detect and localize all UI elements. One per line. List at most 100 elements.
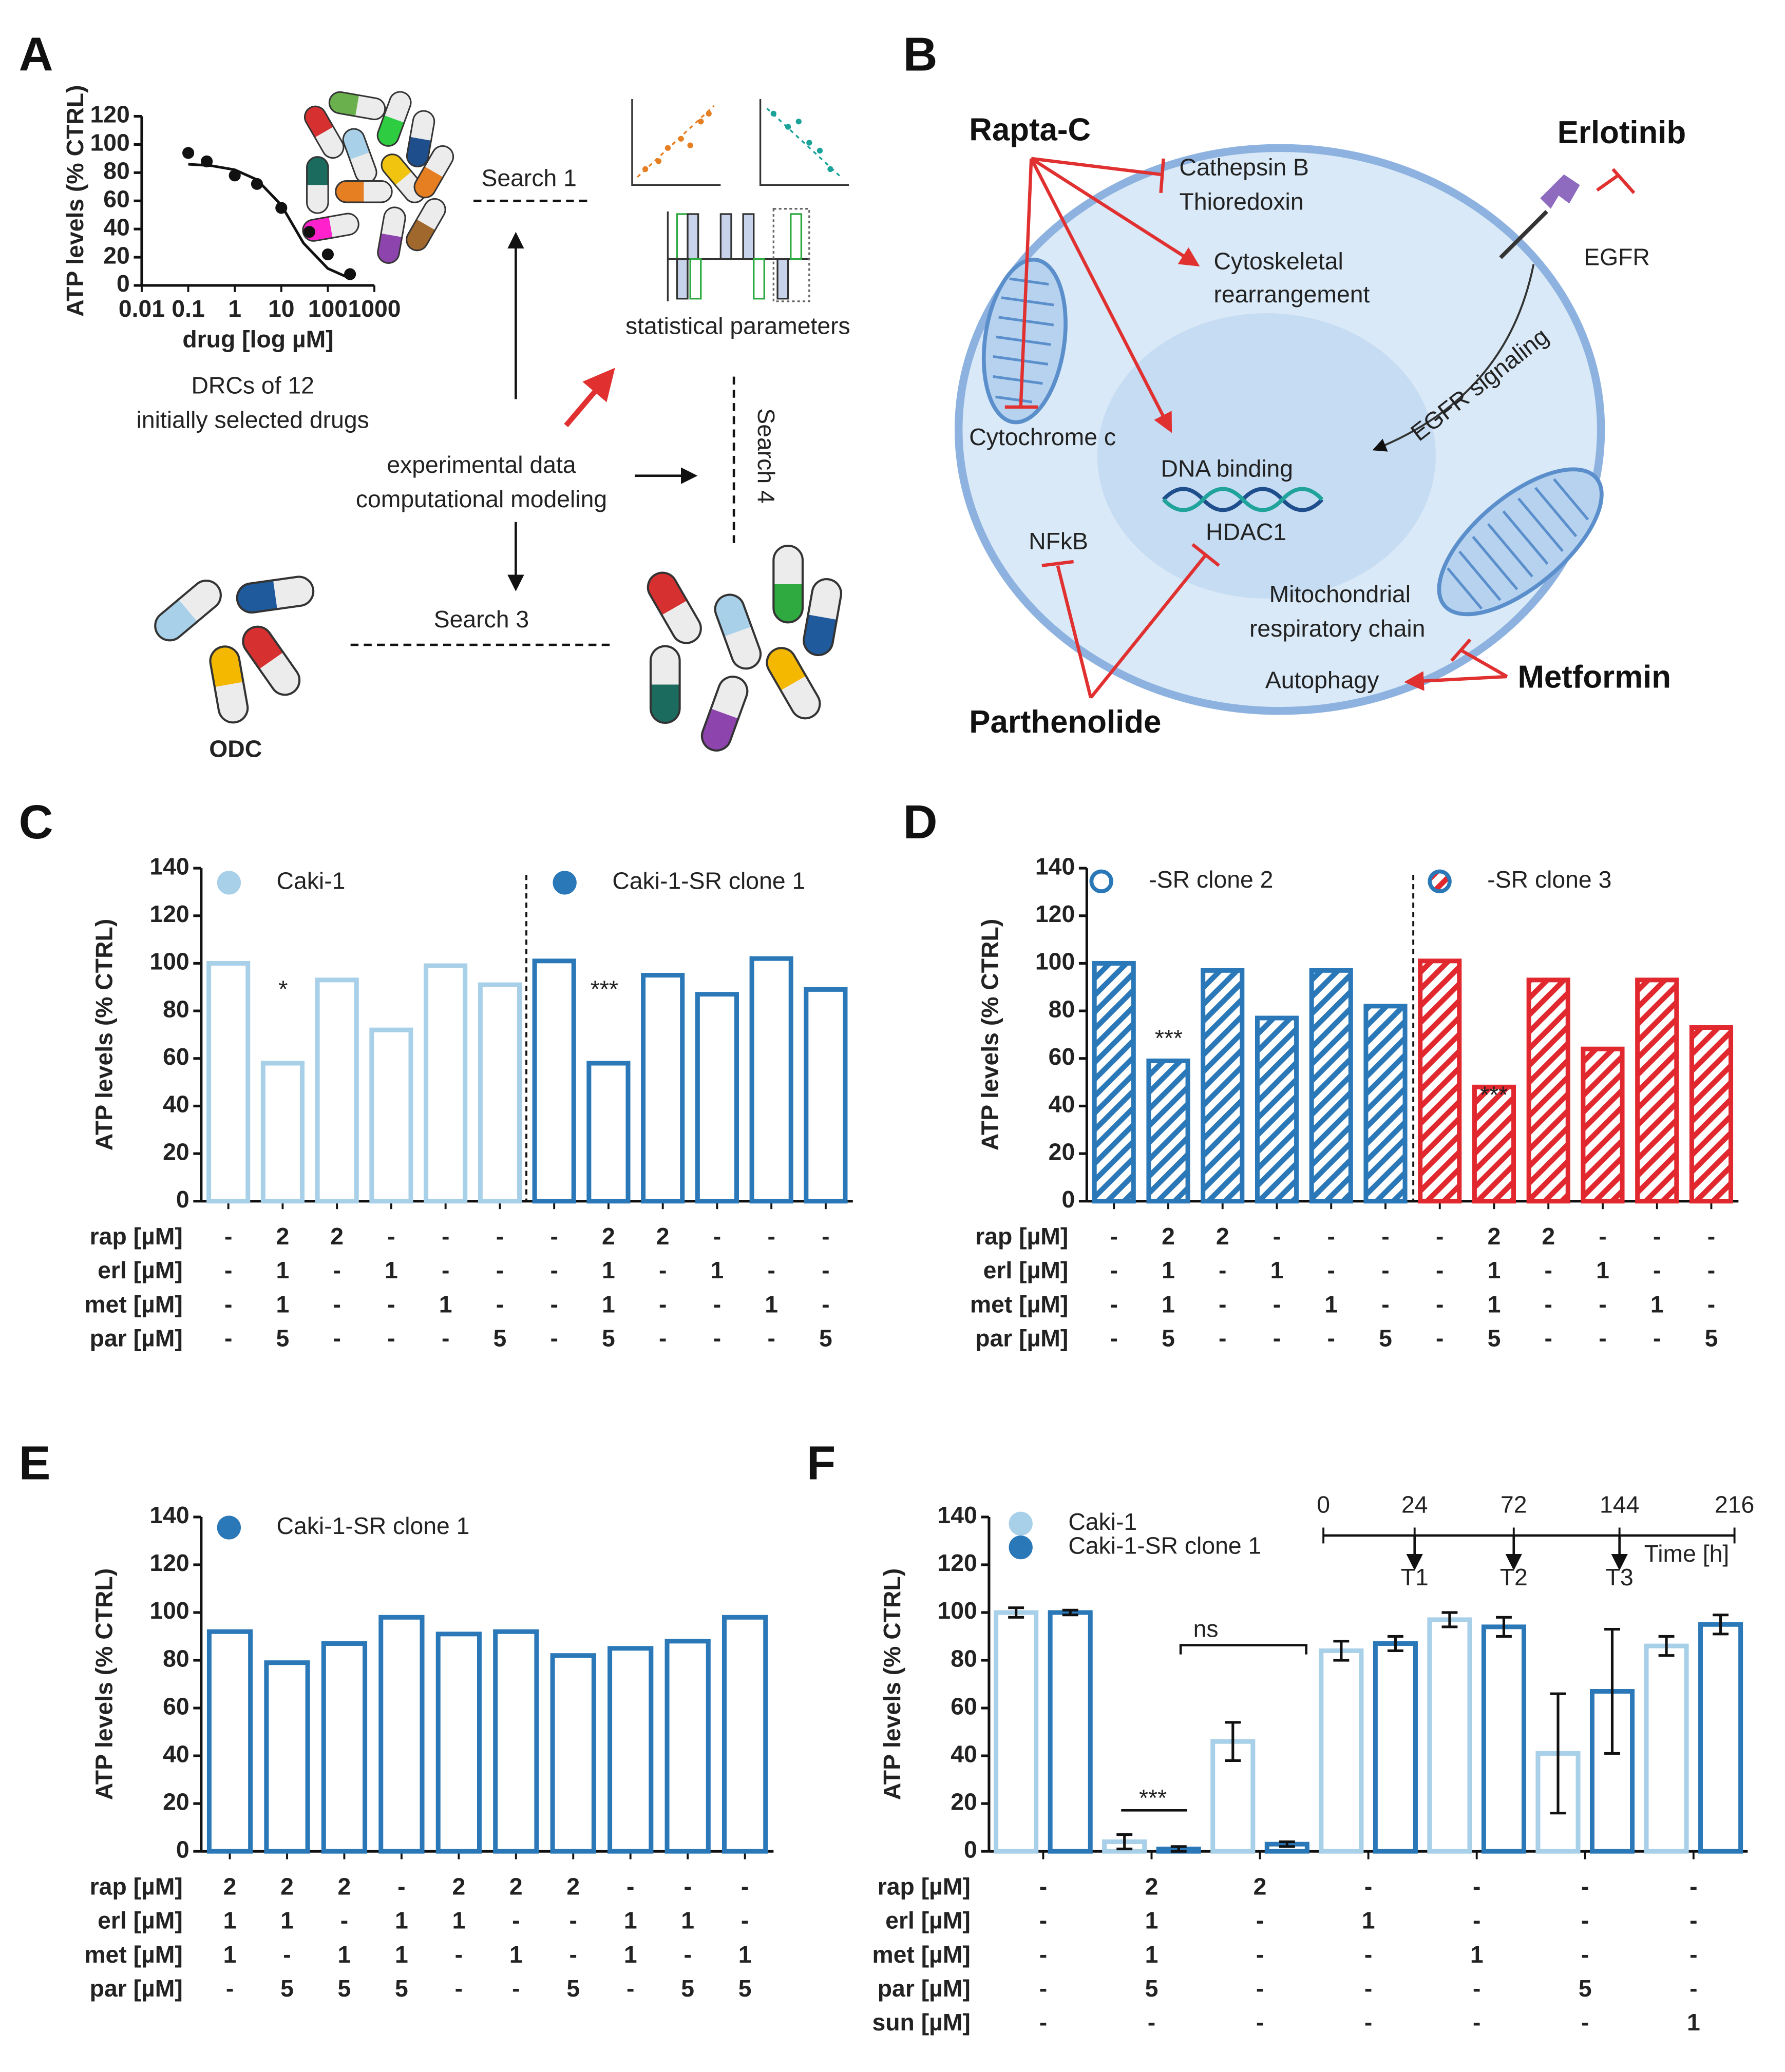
annotation: ***	[1155, 1025, 1183, 1051]
condition-label: rap [µM]	[90, 1223, 183, 1250]
condition-value: 1	[1650, 1291, 1664, 1317]
bar	[1689, 1025, 1734, 1204]
y-tick-label: 0	[1061, 1186, 1075, 1213]
label: Cytoskeletal	[1213, 247, 1343, 274]
label: ODC	[209, 735, 262, 762]
condition-value: -	[1364, 1873, 1372, 1900]
condition-value: 2	[338, 1873, 351, 1900]
bar	[1048, 1610, 1093, 1854]
condition-label: rap [µM]	[878, 1873, 971, 1900]
condition-value: -	[550, 1291, 558, 1317]
condition-value: 2	[223, 1873, 237, 1900]
bar	[206, 961, 251, 1204]
legend-marker	[217, 871, 241, 895]
condition-value: -	[1327, 1223, 1335, 1250]
condition-value: 2	[1162, 1223, 1175, 1250]
condition-value: 1	[1687, 2009, 1700, 2036]
condition-value: 5	[1379, 1325, 1392, 1352]
condition-value: 2	[330, 1223, 344, 1250]
condition-value: -	[1039, 1907, 1047, 1934]
bar	[1092, 961, 1136, 1204]
y-tick-label: 0	[176, 1836, 189, 1863]
label: Erlotinib	[1558, 115, 1686, 150]
y-tick-label: 120	[90, 101, 130, 128]
bar	[1427, 1617, 1472, 1854]
condition-label: erl [µM]	[983, 1257, 1069, 1283]
bar	[493, 1629, 539, 1854]
condition-value: -	[1110, 1223, 1118, 1250]
bar	[1255, 1015, 1299, 1204]
bar	[1309, 968, 1353, 1204]
condition-value: -	[550, 1223, 558, 1250]
timeline-label: 72	[1501, 1491, 1527, 1518]
error-bar	[1170, 1845, 1187, 1853]
condition-value: -	[1581, 1907, 1589, 1934]
y-tick-label: 140	[937, 1502, 977, 1528]
condition-value: -	[1473, 2009, 1480, 2036]
bar	[378, 1615, 425, 1854]
y-tick-label: 120	[149, 1549, 189, 1576]
condition-value: -	[767, 1325, 775, 1352]
condition-value: -	[767, 1223, 775, 1250]
legend-marker	[1009, 1535, 1033, 1560]
condition-value: 1	[1470, 1941, 1484, 1968]
condition-value: -	[1219, 1325, 1226, 1352]
y-tick-label: 100	[90, 129, 130, 156]
condition-value: -	[442, 1257, 449, 1283]
bar	[478, 982, 522, 1204]
label: experimental data	[387, 451, 576, 478]
condition-value: -	[626, 1975, 634, 2002]
annotation: ***	[591, 976, 618, 1003]
data-point	[229, 169, 241, 182]
condition-value: 1	[1488, 1291, 1501, 1317]
timeline-unit: Time [h]	[1644, 1540, 1730, 1567]
condition-value: 5	[1705, 1325, 1718, 1352]
annotation: ***	[1480, 1082, 1508, 1108]
condition-value: -	[1473, 1975, 1480, 2002]
y-tick-label: 0	[964, 1836, 977, 1863]
label: DRCs of 12	[191, 372, 314, 398]
condition-value: -	[224, 1325, 232, 1352]
legend-marker	[1428, 869, 1452, 894]
data-point	[344, 268, 356, 280]
condition-value: -	[387, 1325, 395, 1352]
condition-value: 1	[624, 1907, 637, 1934]
condition-value: -	[1436, 1223, 1444, 1250]
condition-value: -	[550, 1257, 558, 1283]
pills-top	[300, 88, 458, 266]
y-tick-label: 40	[951, 1740, 977, 1767]
condition-value: 2	[452, 1873, 465, 1900]
y-tick-label: 0	[117, 270, 130, 297]
condition-value: -	[442, 1325, 449, 1352]
condition-value: 1	[1362, 1907, 1375, 1934]
label: Mitochondrial	[1269, 581, 1411, 607]
condition-value: 1	[738, 1941, 752, 1968]
bar	[1481, 1624, 1527, 1854]
condition-value: 1	[276, 1257, 290, 1283]
condition-value: -	[626, 1873, 634, 1900]
data-point	[201, 155, 213, 167]
condition-value: -	[1327, 1325, 1335, 1352]
label: Search 3	[434, 606, 529, 632]
legend-label: Caki-1	[277, 868, 346, 894]
condition-value: 5	[493, 1325, 507, 1352]
y-tick-label: 100	[937, 1597, 977, 1624]
y-tick-label: 140	[149, 853, 189, 879]
bar	[1319, 1648, 1364, 1854]
legend-label: Caki-1-SR clone 1	[1068, 1532, 1261, 1559]
label: Autophagy	[1265, 666, 1379, 693]
label: NFkB	[1029, 528, 1088, 554]
error-bar	[1496, 1616, 1512, 1638]
condition-value: 1	[602, 1291, 615, 1317]
y-tick-label: 140	[1035, 853, 1075, 879]
x-tick-label: 100	[308, 295, 348, 322]
x-axis-label: drug [log µM]	[182, 325, 333, 352]
bar	[1146, 1058, 1190, 1204]
condition-label: rap [µM]	[90, 1873, 183, 1900]
pills-selected	[642, 546, 843, 755]
label: statistical parameters	[625, 313, 850, 339]
condition-value: -	[1219, 1291, 1226, 1317]
condition-value: -	[1039, 1975, 1047, 2002]
condition-value: 1	[1324, 1291, 1338, 1317]
condition-value: -	[333, 1257, 340, 1283]
